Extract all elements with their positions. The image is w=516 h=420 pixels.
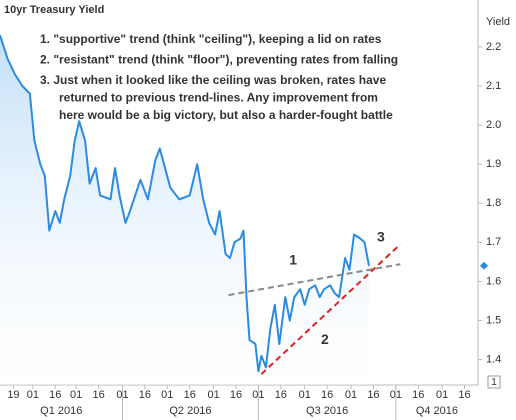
- line: [0, 34, 370, 373]
- x-tick-label: 01: [207, 389, 219, 401]
- x-tick-label: 19: [7, 389, 19, 401]
- annotation: 2. "resistant" trend (think "floor"), pr…: [40, 53, 398, 67]
- y-tick-label: 1.5: [486, 314, 501, 326]
- annotation: returned to previous trend-lines. Any im…: [59, 91, 378, 105]
- chart-title: 10yr Treasury Yield: [4, 4, 104, 16]
- x-tick-label: 01: [436, 389, 448, 401]
- corner-badge: 1: [491, 377, 497, 388]
- x-tick-label: 16: [92, 389, 104, 401]
- x-tick-label: 16: [367, 389, 379, 401]
- y-tick-label: 1.9: [486, 158, 501, 170]
- y-axis-label: Yield: [486, 16, 510, 28]
- y-tick-label: 2.1: [486, 80, 501, 92]
- area: [0, 35, 369, 385]
- trend-line-label: 2: [321, 331, 329, 347]
- trend-line: [228, 263, 401, 297]
- last-value-marker: [480, 261, 488, 270]
- y-tick-label: 1.8: [486, 197, 501, 209]
- trend-line: [260, 243, 402, 375]
- quarter-label: Q1 2016: [40, 405, 82, 417]
- x-tick-label: 01: [70, 389, 82, 401]
- annotation: 1. "supportive" trend (think "ceiling"),…: [40, 32, 382, 46]
- y-tick-label: 1.7: [486, 236, 501, 248]
- y-tick-label: 1.6: [486, 275, 501, 287]
- x-tick-label: 16: [230, 389, 242, 401]
- x-tick-label: 16: [184, 389, 196, 401]
- quarter-label: Q4 2016: [416, 405, 458, 417]
- badge-box: [487, 375, 501, 389]
- x-tick-label: 16: [412, 389, 424, 401]
- quarter-label: Q3 2016: [306, 405, 348, 417]
- annotation: here would be a big victory, but also a …: [59, 108, 393, 122]
- y-tick-label: 1.4: [486, 354, 501, 366]
- x-tick-label: 01: [161, 389, 173, 401]
- x-tick-label: 16: [321, 389, 333, 401]
- x-tick-label: 01: [345, 389, 357, 401]
- trend-line-label: 1: [289, 251, 297, 267]
- quarter-label: Q2 2016: [169, 405, 211, 417]
- x-tick-label: 16: [49, 389, 61, 401]
- annotation: 3. Just when it looked like the ceiling …: [40, 73, 386, 87]
- x-tick-label: 01: [27, 389, 39, 401]
- x-tick-label: 01: [299, 389, 311, 401]
- series-marker-label: 3: [377, 228, 385, 244]
- y-tick-label: 2.2: [486, 41, 501, 53]
- x-tick-label: 16: [458, 389, 470, 401]
- x-tick-label: 16: [139, 389, 151, 401]
- y-tick-label: 2.0: [486, 119, 501, 131]
- x-tick-label: 16: [275, 389, 287, 401]
